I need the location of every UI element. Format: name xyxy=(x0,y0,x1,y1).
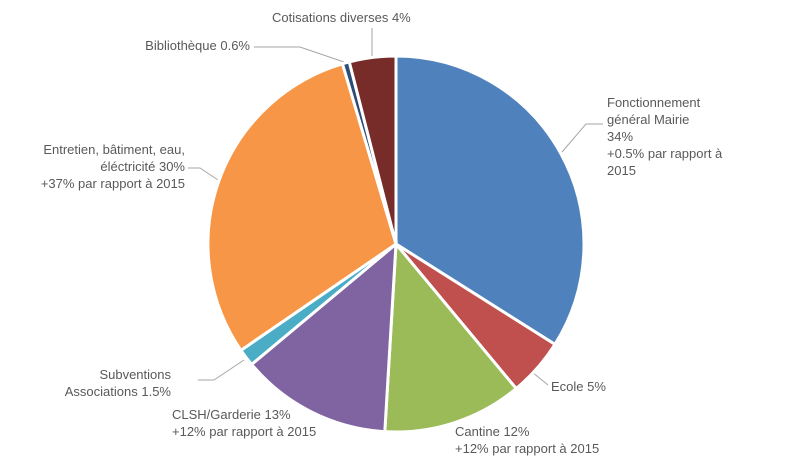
pie-slice xyxy=(249,240,398,434)
category-label: Ecole xyxy=(551,379,584,394)
value-label: 30% xyxy=(158,159,185,174)
slice-label: Entretien, bâtiment, eau, éléctricité 30… xyxy=(5,141,185,192)
leader-line xyxy=(531,371,549,386)
value-label: 13% xyxy=(264,407,291,422)
leader-line xyxy=(198,359,245,381)
value-label: 34% xyxy=(607,129,634,144)
leader-line xyxy=(254,46,345,63)
value-label: 1.5% xyxy=(141,384,171,399)
value-label: 0.6% xyxy=(220,38,250,53)
category-label: Subventions Associations xyxy=(64,367,171,399)
category-label: Cotisations diverses xyxy=(272,10,389,25)
slice-label: Ecole 5% xyxy=(551,378,641,395)
slice-label: Fonctionnement général Mairie 34% +0.5% p… xyxy=(607,94,747,179)
category-label: Fonctionnement général Mairie xyxy=(607,95,701,127)
category-label: Entretien, bâtiment, eau, éléctricité xyxy=(43,142,185,174)
slice-label: CLSH/Garderie 13% +12% par rapport à 2015 xyxy=(172,406,372,440)
slice-label: Bibliothèque 0.6% xyxy=(110,37,250,54)
note: +12% par rapport à 2015 xyxy=(172,424,317,439)
note: +0.5% par rapport à 2015 xyxy=(607,146,723,178)
note: +12% par rapport à 2015 xyxy=(455,441,600,456)
leader-line xyxy=(188,167,219,181)
slice-label: Cantine 12% +12% par rapport à 2015 xyxy=(455,423,655,457)
leader-lines xyxy=(188,28,603,386)
category-label: CLSH/Garderie xyxy=(172,407,261,422)
pie-slice xyxy=(347,54,398,245)
category-label: Bibliothèque xyxy=(145,38,217,53)
note: +37% par rapport à 2015 xyxy=(40,176,185,191)
value-label: 12% xyxy=(503,424,530,439)
value-label: 4% xyxy=(391,10,411,25)
slice-label: Subventions Associations 1.5% xyxy=(36,366,171,400)
pie-slice xyxy=(206,61,398,353)
leader-line xyxy=(561,123,603,153)
slice-label: Cotisations diverses 4% xyxy=(272,9,472,26)
value-label: 5% xyxy=(587,379,606,394)
category-label: Cantine xyxy=(455,424,500,439)
pie-slice xyxy=(383,240,519,434)
